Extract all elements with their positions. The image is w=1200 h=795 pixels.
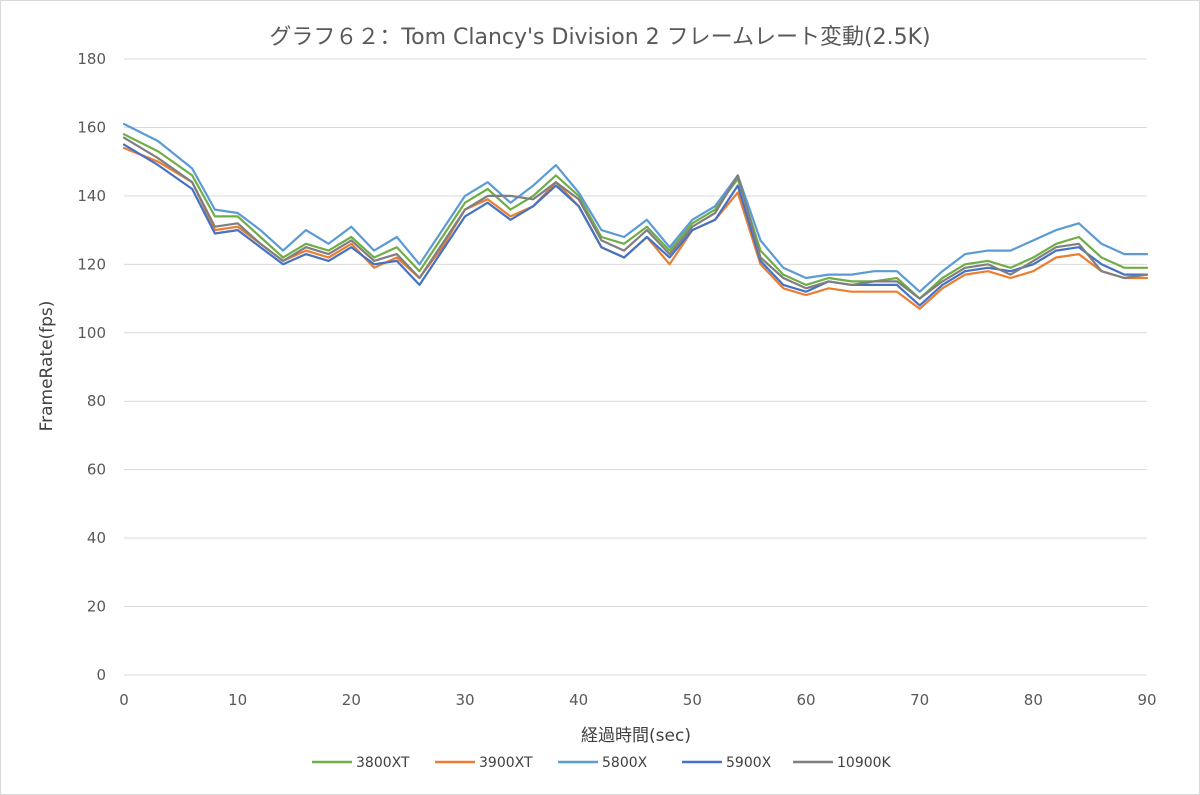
x-tick-label: 10: [228, 691, 247, 709]
series-lines: [122, 122, 1149, 310]
x-tick-label: 80: [1024, 691, 1043, 709]
x-tick-label: 60: [796, 691, 815, 709]
series-line-5900x: [122, 143, 1149, 307]
legend: 3800XT 3900XT 5800X 5900X 10900K: [312, 755, 892, 771]
legend-label-3800xt: 3800XT: [356, 755, 410, 771]
x-tick-label: 20: [342, 691, 361, 709]
series-line-3800xt: [122, 133, 1149, 300]
x-tick-label: 70: [910, 691, 929, 709]
legend-label-3900xt: 3900XT: [479, 755, 533, 771]
y-tick-label: 180: [77, 50, 106, 68]
x-tick-label: 30: [455, 691, 474, 709]
y-tick-label: 20: [87, 598, 106, 616]
legend-label-5900x: 5900X: [726, 755, 772, 771]
y-axis-ticks: 0 20 40 60 80 100 120 140 160 180: [77, 50, 106, 684]
gridlines: [124, 58, 1147, 676]
x-tick-label: 90: [1137, 691, 1156, 709]
legend-label-10900k: 10900K: [837, 755, 892, 771]
y-tick-label: 40: [87, 529, 106, 547]
y-tick-label: 120: [77, 255, 106, 273]
x-tick-label: 50: [683, 691, 702, 709]
x-axis-label: 経過時間(sec): [581, 726, 691, 746]
y-axis-label: FrameRate(fps): [37, 301, 57, 432]
legend-label-5800x: 5800X: [602, 755, 648, 771]
chart-title: グラフ６２：Tom Clancy's Division 2 フレームレート変動(…: [269, 25, 930, 50]
x-tick-label: 0: [119, 691, 129, 709]
y-tick-label: 0: [96, 666, 106, 684]
series-line-5800x: [122, 122, 1149, 293]
y-tick-label: 80: [87, 392, 106, 410]
series-line-10900k: [122, 136, 1149, 300]
y-tick-label: 100: [77, 324, 106, 342]
y-tick-label: 160: [77, 118, 106, 136]
x-tick-label: 40: [569, 691, 588, 709]
y-tick-label: 140: [77, 187, 106, 205]
y-tick-label: 60: [87, 461, 106, 479]
x-axis-ticks: 0 10 20 30 40 50 60 70 80 90: [119, 691, 1156, 709]
